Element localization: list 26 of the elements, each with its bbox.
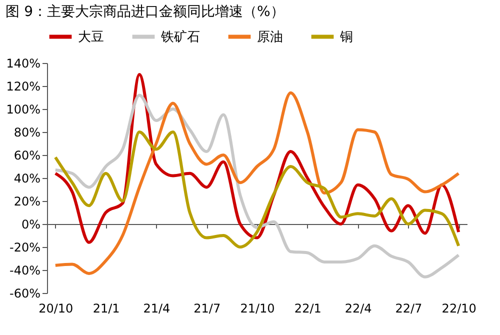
y-tick-label: 140% (6, 56, 40, 70)
x-tick-label: 22/1 (294, 302, 322, 316)
x-tick-label: 20/10 (38, 302, 74, 316)
y-tick-label: 80% (14, 126, 40, 140)
x-tick-label: 22/4 (344, 302, 372, 316)
chart-title: 图 9：主要大宗商品进口金额同比增速（%） (6, 4, 284, 20)
y-tick-label: -60% (9, 286, 40, 300)
x-tick-label: 21/10 (240, 302, 275, 316)
x-tick-label: 21/7 (194, 302, 221, 316)
x-tick-label: 22/7 (395, 302, 422, 316)
y-tick-label: -20% (9, 240, 40, 254)
y-tick-label: 40% (14, 172, 40, 186)
y-tick-label: 60% (14, 148, 40, 162)
x-tick-label: 21/1 (92, 302, 120, 316)
x-tick-label: 21/4 (143, 302, 170, 316)
y-tick-label: -40% (9, 264, 40, 278)
y-tick-label: 120% (6, 80, 40, 94)
legend-label: 大豆 (78, 30, 104, 45)
line-series (54, 130, 460, 248)
y-tick-label: 20% (14, 194, 40, 208)
legend-label: 铁矿石 (160, 30, 200, 45)
y-tick-label: 100% (6, 102, 40, 116)
y-tick-label: 0% (21, 218, 40, 232)
legend-label: 铜 (339, 30, 353, 45)
x-tick-label: 22/10 (442, 302, 476, 316)
legend-label: 原油 (257, 30, 283, 45)
